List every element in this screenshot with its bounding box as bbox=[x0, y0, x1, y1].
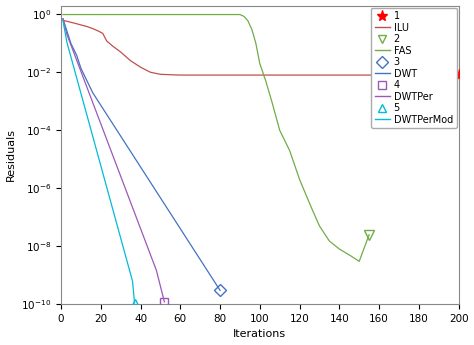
Legend: 1, ILU, 2, FAS, 3, DWT, 4, DWTPer, 5, DWTPerMod: 1, ILU, 2, FAS, 3, DWT, 4, DWTPer, 5, DW… bbox=[371, 8, 456, 128]
X-axis label: Iterations: Iterations bbox=[233, 329, 286, 339]
Y-axis label: Residuals: Residuals bbox=[6, 128, 16, 181]
